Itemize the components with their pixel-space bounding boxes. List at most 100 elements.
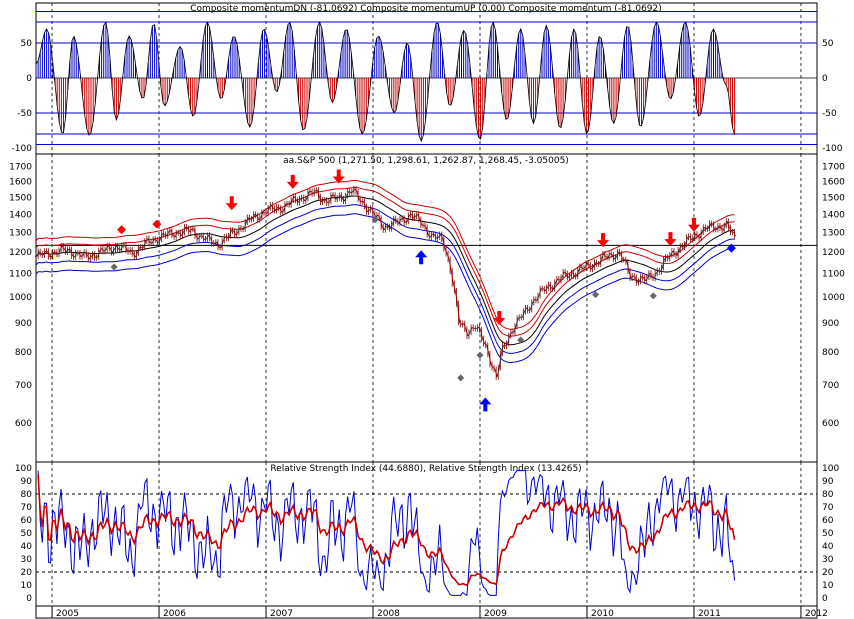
candle xyxy=(306,188,310,202)
y-tick-label-right: 600 xyxy=(822,419,839,429)
x-tick-label: 2005 xyxy=(56,609,79,619)
candle-body xyxy=(526,307,529,311)
candle xyxy=(538,285,542,299)
candle xyxy=(277,204,280,211)
candle-body xyxy=(279,207,283,213)
candle xyxy=(47,248,51,260)
candle xyxy=(645,274,649,284)
candle xyxy=(427,231,431,241)
candle xyxy=(681,242,684,251)
candle xyxy=(568,272,571,281)
price-band-line xyxy=(35,195,735,346)
candle-body xyxy=(434,234,437,239)
y-tick-label-left: 70 xyxy=(21,503,33,513)
candle xyxy=(658,267,661,275)
candle-body xyxy=(327,200,331,204)
candle-body xyxy=(687,235,690,238)
candle-body xyxy=(436,236,439,239)
candle-body xyxy=(538,288,542,296)
candle xyxy=(93,251,96,261)
candle xyxy=(421,222,424,229)
candle-body xyxy=(716,225,720,230)
candle xyxy=(312,187,316,197)
y-tick-label-left: 0 xyxy=(26,594,32,604)
candle xyxy=(178,229,182,239)
candle-body xyxy=(237,227,241,233)
candle-body xyxy=(329,195,333,202)
candle xyxy=(231,227,234,235)
candle-body xyxy=(358,199,362,203)
candle-body xyxy=(74,252,78,258)
candle-body xyxy=(488,353,492,365)
candle-body xyxy=(352,188,356,192)
candle xyxy=(208,232,212,242)
candle-body xyxy=(298,198,301,203)
candle xyxy=(655,267,659,277)
candle-body xyxy=(442,238,446,249)
candle xyxy=(122,241,125,249)
candle xyxy=(233,228,237,239)
candle xyxy=(285,200,289,208)
candle xyxy=(678,242,682,253)
candle-body xyxy=(559,276,563,281)
candle-body xyxy=(333,194,337,200)
candle-body xyxy=(344,195,348,202)
candle-body xyxy=(461,323,464,325)
candle-body xyxy=(417,213,421,220)
y-tick-label-right: 50 xyxy=(822,529,834,539)
candle-body xyxy=(557,278,561,281)
candle xyxy=(195,232,199,243)
y-tick-label-left: 40 xyxy=(21,542,33,552)
candle xyxy=(70,246,74,259)
candle xyxy=(662,256,665,271)
candle-body xyxy=(275,206,278,211)
candle-body xyxy=(507,335,511,344)
candle xyxy=(718,223,722,232)
candle xyxy=(710,220,713,228)
candle-body xyxy=(664,256,667,260)
candle-body xyxy=(448,259,452,272)
candle xyxy=(315,187,318,194)
candle xyxy=(438,231,442,240)
candle-body xyxy=(419,219,423,226)
candle-body xyxy=(628,271,632,279)
candle-body xyxy=(300,197,303,200)
candle-body xyxy=(227,235,230,239)
candle xyxy=(406,212,410,225)
candle-body xyxy=(722,225,726,231)
candle-body xyxy=(206,235,209,240)
candle xyxy=(541,285,544,292)
candle xyxy=(124,241,128,254)
candle-body xyxy=(197,235,201,240)
candle-body xyxy=(283,203,287,211)
red-down-arrow-marker xyxy=(332,169,345,184)
candle xyxy=(342,196,345,205)
candle-body xyxy=(42,251,46,256)
candle-body xyxy=(576,269,580,277)
candle xyxy=(576,266,580,280)
candle xyxy=(151,236,155,247)
candle-body xyxy=(438,234,442,238)
candle-body xyxy=(208,234,212,239)
candle-body xyxy=(107,245,111,249)
axis-labels: 50 50 0 0 -50 -50 -100 -100 1700 1700 1600 1600 1500… xyxy=(9,39,845,604)
candle xyxy=(137,244,140,256)
y-tick-label-left: 1000 xyxy=(9,293,32,303)
candle xyxy=(513,323,517,336)
candle-body xyxy=(400,217,404,220)
candle-body xyxy=(78,252,82,257)
candle xyxy=(528,306,531,314)
candle xyxy=(551,285,554,292)
candle xyxy=(187,225,191,235)
candle xyxy=(143,238,147,251)
candle xyxy=(724,218,728,229)
candle-body xyxy=(609,253,613,256)
candle-body xyxy=(243,221,247,230)
candle-body xyxy=(270,204,274,209)
candle xyxy=(557,276,561,284)
candle xyxy=(716,223,720,233)
candle xyxy=(609,250,613,258)
gray-diamond-marker xyxy=(457,374,465,382)
price-panel-title: aa.S&P 500 (1,271.50, 1,298.61, 1,262.87… xyxy=(283,156,569,166)
candle-body xyxy=(212,242,215,245)
